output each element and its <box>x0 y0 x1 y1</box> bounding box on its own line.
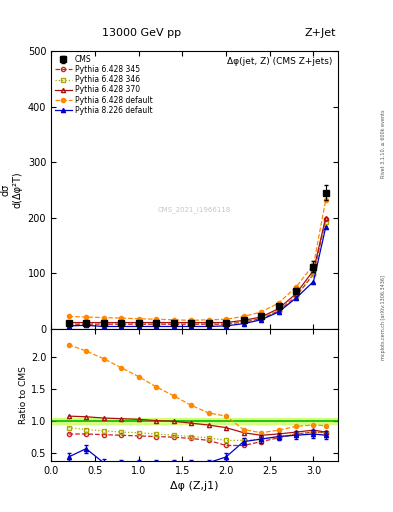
Pythia 6.428 370 <box>154 319 158 326</box>
Text: Z+Jet: Z+Jet <box>305 28 336 38</box>
Pythia 8.226 default <box>119 324 123 330</box>
Pythia 6.428 default <box>136 315 141 322</box>
Pythia 6.428 370 <box>259 314 263 320</box>
Pythia 6.428 346 <box>323 219 328 225</box>
Pythia 6.428 default <box>189 317 193 324</box>
Pythia 6.428 default <box>119 315 123 321</box>
Pythia 8.226 default <box>136 324 141 330</box>
Text: mcplots.cern.ch [arXiv:1306.3436]: mcplots.cern.ch [arXiv:1306.3436] <box>381 275 386 360</box>
Pythia 8.226 default <box>84 322 88 328</box>
Pythia 6.428 default <box>206 317 211 323</box>
Pythia 6.428 346 <box>311 271 316 277</box>
Text: 13000 GeV pp: 13000 GeV pp <box>102 28 181 38</box>
Pythia 6.428 370 <box>311 267 316 273</box>
Pythia 6.428 370 <box>241 317 246 324</box>
Pythia 6.428 370 <box>136 319 141 326</box>
Pythia 6.428 345 <box>323 216 328 222</box>
Pythia 6.428 345 <box>241 319 246 325</box>
Pythia 6.428 346 <box>259 315 263 321</box>
Pythia 6.428 346 <box>119 321 123 327</box>
Pythia 6.428 default <box>84 314 88 320</box>
Pythia 6.428 default <box>171 317 176 323</box>
Pythia 6.428 345 <box>84 321 88 327</box>
Pythia 6.428 370 <box>323 215 328 221</box>
Pythia 8.226 default <box>323 224 328 230</box>
Pythia 6.428 default <box>259 309 263 315</box>
Pythia 6.428 default <box>224 316 228 323</box>
X-axis label: Δφ (Z,j1): Δφ (Z,j1) <box>170 481 219 491</box>
Pythia 6.428 345 <box>189 321 193 327</box>
Pythia 6.428 370 <box>171 319 176 326</box>
Pythia 6.428 345 <box>276 308 281 314</box>
Text: Rivet 3.1.10, ≥ 600k events: Rivet 3.1.10, ≥ 600k events <box>381 109 386 178</box>
Pythia 6.428 default <box>101 314 106 321</box>
Bar <box>51 418 338 424</box>
Pythia 6.428 default <box>276 300 281 306</box>
Pythia 8.226 default <box>154 324 158 330</box>
Pythia 6.428 370 <box>206 319 211 326</box>
Pythia 6.428 370 <box>224 319 228 326</box>
Pythia 6.428 default <box>154 316 158 323</box>
Pythia 6.428 345 <box>119 321 123 327</box>
Pythia 6.428 345 <box>206 321 211 327</box>
Y-axis label: dσ
d(Δφ²T): dσ d(Δφ²T) <box>0 172 22 208</box>
Legend: CMS, Pythia 6.428 345, Pythia 6.428 346, Pythia 6.428 370, Pythia 6.428 default,: CMS, Pythia 6.428 345, Pythia 6.428 346,… <box>53 53 154 116</box>
Line: Pythia 6.428 345: Pythia 6.428 345 <box>66 217 328 326</box>
Pythia 6.428 default <box>323 197 328 203</box>
Pythia 8.226 default <box>224 323 228 329</box>
Pythia 8.226 default <box>171 324 176 330</box>
Pythia 6.428 346 <box>189 321 193 327</box>
Pythia 6.428 346 <box>84 321 88 327</box>
Pythia 8.226 default <box>294 295 298 301</box>
Pythia 8.226 default <box>241 321 246 327</box>
Pythia 6.428 370 <box>276 306 281 312</box>
Pythia 6.428 346 <box>206 321 211 327</box>
Pythia 6.428 370 <box>66 319 71 326</box>
Line: Pythia 6.428 370: Pythia 6.428 370 <box>66 216 328 325</box>
Text: Δφ(jet, Z) (CMS Z+jets): Δφ(jet, Z) (CMS Z+jets) <box>227 57 332 66</box>
Pythia 6.428 346 <box>66 321 71 327</box>
Text: CMS_2021_I1966118: CMS_2021_I1966118 <box>158 206 231 212</box>
Pythia 6.428 370 <box>189 319 193 326</box>
Pythia 6.428 default <box>294 284 298 290</box>
Pythia 6.428 default <box>311 262 316 268</box>
Pythia 6.428 345 <box>259 315 263 322</box>
Pythia 6.428 370 <box>119 319 123 326</box>
Line: Pythia 6.428 346: Pythia 6.428 346 <box>66 220 328 326</box>
Pythia 6.428 370 <box>101 319 106 326</box>
Pythia 8.226 default <box>101 324 106 330</box>
Pythia 6.428 default <box>241 313 246 319</box>
Y-axis label: Ratio to CMS: Ratio to CMS <box>19 366 28 423</box>
Pythia 6.428 370 <box>294 291 298 297</box>
Pythia 8.226 default <box>206 324 211 330</box>
Pythia 6.428 346 <box>136 321 141 327</box>
Pythia 6.428 370 <box>84 319 88 326</box>
Pythia 6.428 345 <box>171 321 176 327</box>
Line: Pythia 6.428 default: Pythia 6.428 default <box>66 198 328 323</box>
Pythia 8.226 default <box>276 309 281 315</box>
Pythia 6.428 346 <box>294 293 298 299</box>
Line: Pythia 8.226 default: Pythia 8.226 default <box>66 225 328 329</box>
Pythia 6.428 346 <box>276 307 281 313</box>
Pythia 6.428 346 <box>171 321 176 327</box>
Pythia 6.428 346 <box>224 321 228 327</box>
Pythia 6.428 346 <box>241 318 246 325</box>
Pythia 8.226 default <box>189 324 193 330</box>
Pythia 8.226 default <box>311 279 316 285</box>
Pythia 6.428 345 <box>101 321 106 327</box>
Pythia 6.428 345 <box>294 293 298 300</box>
Pythia 6.428 345 <box>66 321 71 327</box>
Pythia 8.226 default <box>259 317 263 323</box>
Pythia 6.428 345 <box>311 271 316 278</box>
Pythia 6.428 346 <box>101 321 106 327</box>
Pythia 6.428 346 <box>154 321 158 327</box>
Pythia 6.428 345 <box>136 321 141 327</box>
Pythia 6.428 345 <box>224 321 228 327</box>
Pythia 8.226 default <box>66 323 71 329</box>
Pythia 6.428 default <box>66 313 71 319</box>
Pythia 6.428 345 <box>154 321 158 327</box>
